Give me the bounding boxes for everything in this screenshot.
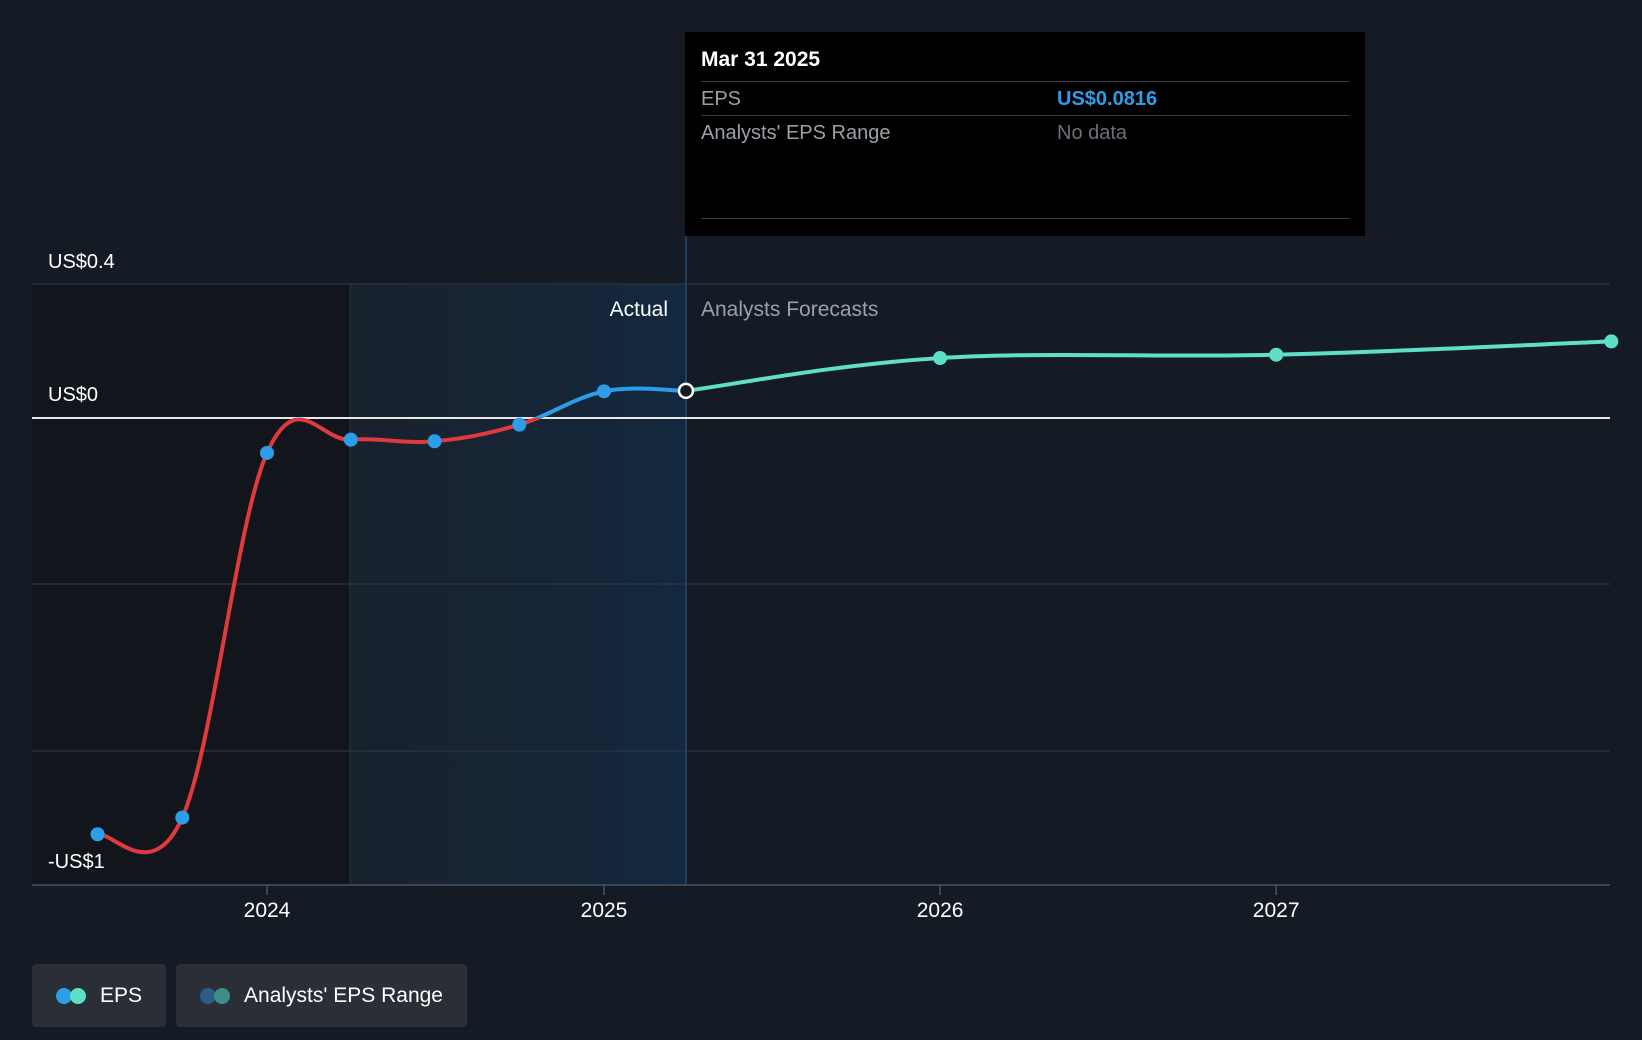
legend: EPS Analysts' EPS Range <box>32 964 467 1027</box>
eps-actual-point <box>427 434 442 449</box>
legend-item-eps[interactable]: EPS <box>32 964 167 1027</box>
tooltip-value-range: No data <box>1057 122 1128 144</box>
tooltip-row-eps: EPS US$0.0816 <box>701 82 1349 116</box>
x-tick-label: 2027 <box>1253 899 1300 922</box>
eps-forecast-point <box>933 351 948 366</box>
eps-actual-point <box>597 384 611 399</box>
x-tick-label: 2024 <box>244 899 291 922</box>
y-label-bottom: -US$1 <box>48 851 105 873</box>
tooltip-label-eps: EPS <box>701 88 742 110</box>
legend-item-eps-range[interactable]: Analysts' EPS Range <box>176 964 467 1027</box>
x-tick-label: 2026 <box>917 899 964 922</box>
legend-eps-range-swatch <box>200 987 231 1004</box>
eps-actual-line-positive <box>295 386 688 418</box>
y-label-top: US$0.4 <box>48 251 115 273</box>
eps-point-selected <box>677 382 695 400</box>
x-tick-label: 2025 <box>581 899 628 922</box>
eps-actual-point <box>343 432 358 447</box>
eps-actual-point <box>90 827 105 842</box>
tooltip-row-range: Analysts' EPS Range No data <box>701 116 1349 150</box>
eps-actual-point <box>260 445 274 460</box>
eps-forecast-point <box>1604 334 1619 349</box>
tooltip-value-eps: US$0.0816 <box>1057 88 1158 110</box>
tooltip-divider <box>701 218 1349 219</box>
tooltip-label-range: Analysts' EPS Range <box>701 122 891 144</box>
eps-actual-point <box>512 417 527 432</box>
legend-eps-range-label: Analysts' EPS Range <box>244 983 443 1007</box>
tooltip-date: Mar 31 2025 <box>701 46 1349 82</box>
eps-forecast-line <box>683 339 1614 393</box>
y-label-zero: US$0 <box>48 384 98 406</box>
forecast-region-label: Analysts Forecasts <box>701 298 878 321</box>
eps-actual-point <box>175 810 190 825</box>
tooltip: Mar 31 2025 EPS US$0.0816 Analysts' EPS … <box>685 32 1365 236</box>
eps-forecast-point <box>1269 347 1284 362</box>
legend-eps-label: EPS <box>100 983 143 1007</box>
actual-region-label: Actual <box>610 298 668 321</box>
legend-eps-swatch <box>56 987 86 1004</box>
